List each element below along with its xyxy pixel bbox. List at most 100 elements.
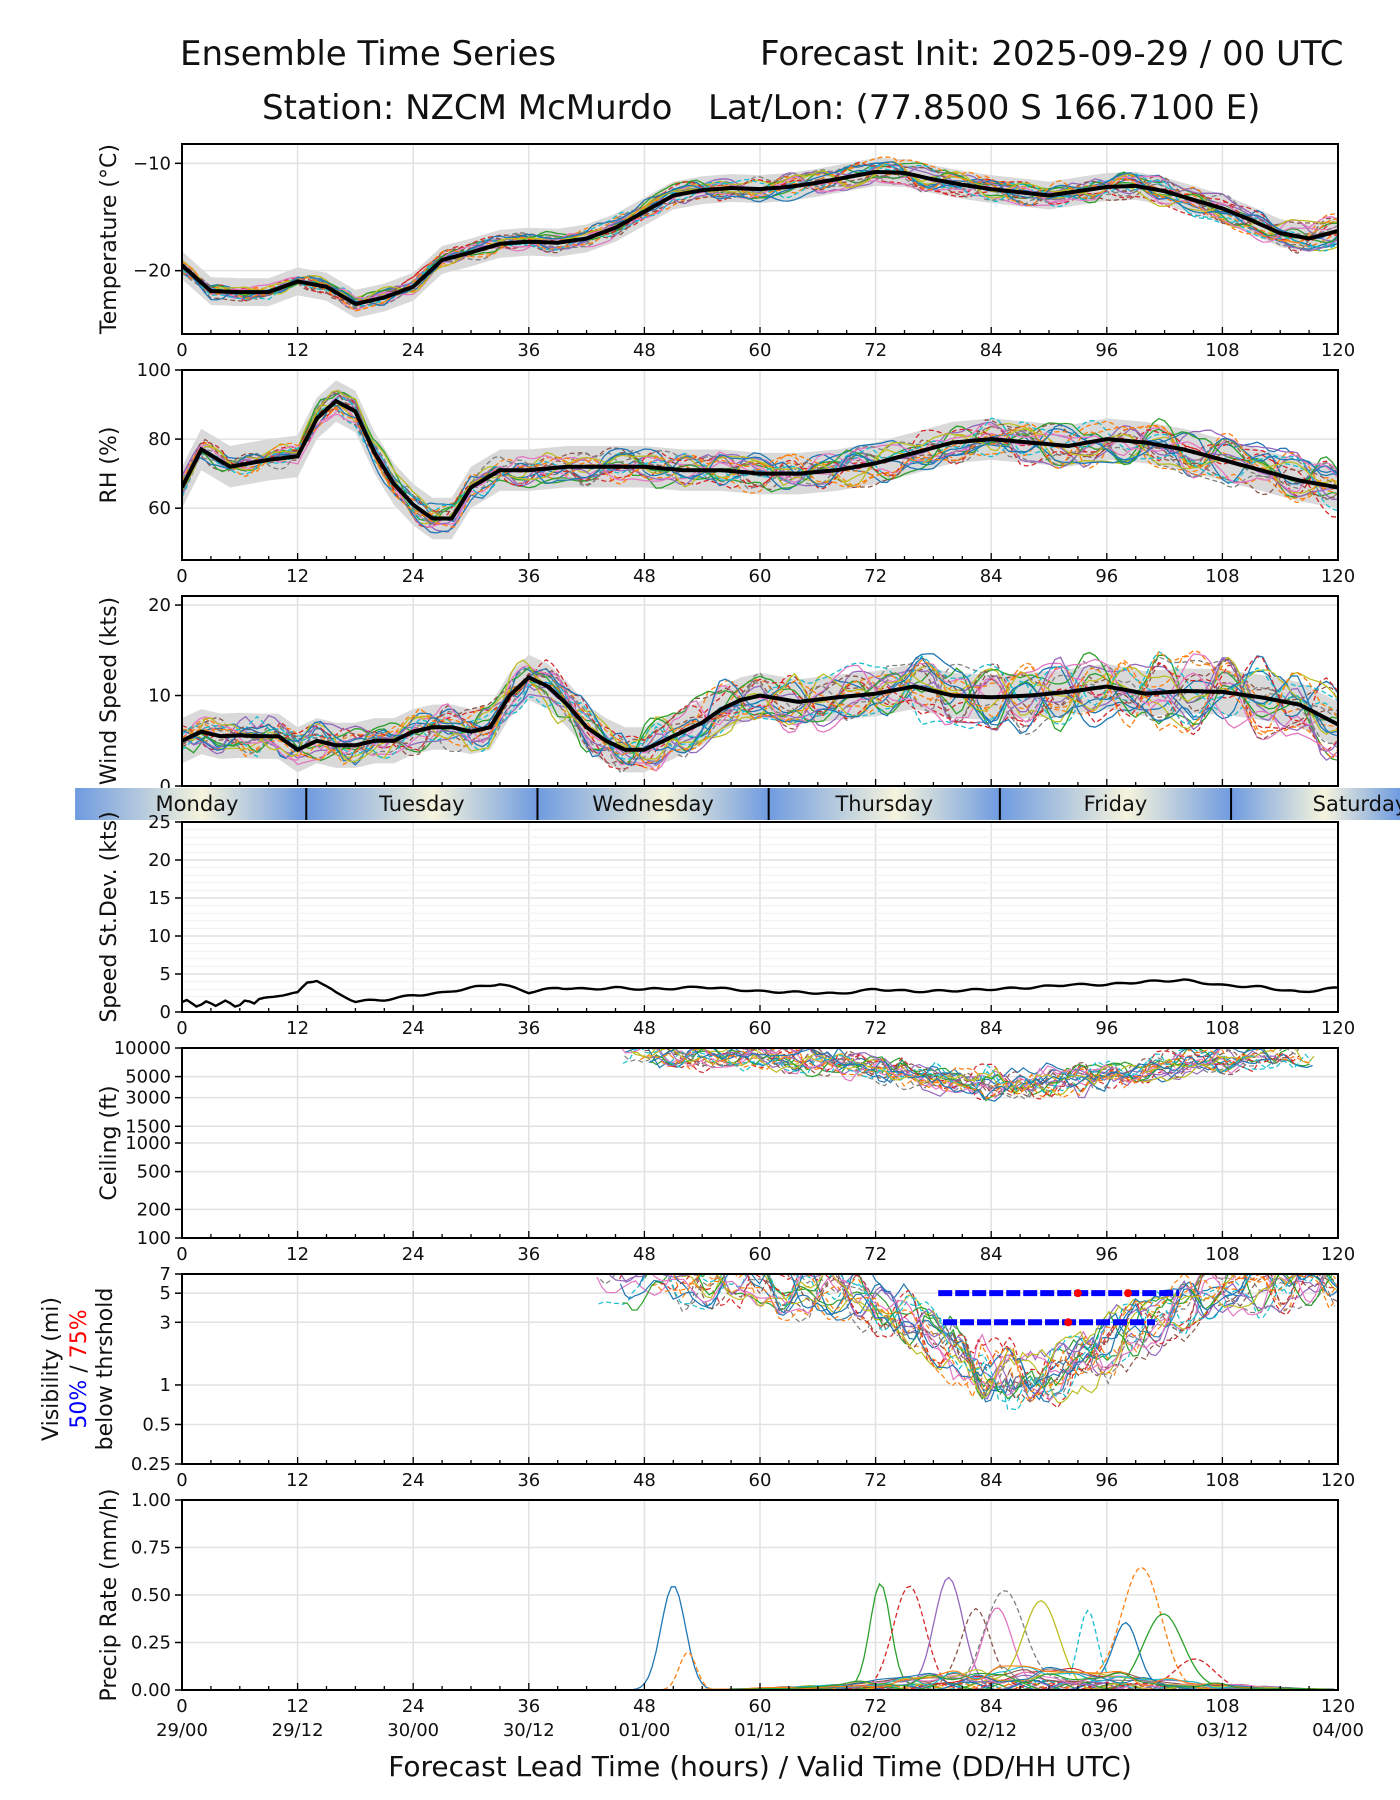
visibility-xtick-label: 0: [176, 1470, 187, 1491]
speed_sd-xtick-label: 24: [402, 1018, 425, 1039]
visibility-xtick-label: 48: [633, 1470, 656, 1491]
visibility-panel: 0.25 0.5 1 3 57 0 12 24 36 48 60 72 84 96 108 120 Visibi…: [39, 1264, 1355, 1491]
temperature-ytick-label: −20: [133, 261, 171, 282]
valid-time-label: 29/00: [156, 1720, 208, 1741]
wind-ytick-label: 20: [148, 595, 171, 616]
ceiling-ylabel: Ceiling (ft): [97, 1085, 122, 1200]
plot-canvas: −10−200 12 24 36 48 60 72 84 96 108 120Temperature…: [0, 0, 1400, 1800]
speed_sd-xtick-label: 72: [864, 1018, 887, 1039]
speed_sd-xtick-label: 0: [176, 1018, 187, 1039]
speed_sd-ylabel: Speed St.Dev. (kts): [97, 811, 122, 1022]
precip-xtick-label: 36: [517, 1696, 540, 1717]
valid-time-label: 29/12: [272, 1720, 324, 1741]
rh-xtick-label: 108: [1205, 566, 1239, 587]
speed_sd-xtick-label: 108: [1205, 1018, 1239, 1039]
ceiling-ytick-label: 500: [137, 1162, 171, 1183]
visibility-xtick-label: 108: [1205, 1470, 1239, 1491]
visibility-threshold-75-marker: [1064, 1318, 1072, 1326]
ensemble-chart-figure: Ensemble Time Series Forecast Init: 2025…: [0, 0, 1400, 1800]
speed_sd-xtick-label: 36: [517, 1018, 540, 1039]
rh-xtick-label: 48: [633, 566, 656, 587]
visibility-ytick-label: 3: [160, 1312, 171, 1333]
visibility-ylabel-percent: 50% / 75%: [67, 1309, 92, 1428]
visibility-xtick-label: 36: [517, 1470, 540, 1491]
rh-ylabel: RH (%): [97, 427, 122, 504]
rh-panel: 60 80 100 0 12 24 36 48 60 72 84 96 108 120 RH (%): [97, 360, 1355, 587]
speed_sd-xtick-label: 96: [1095, 1018, 1118, 1039]
ceiling-xtick-label: 72: [864, 1244, 887, 1265]
speed_sd-xtick-label: 48: [633, 1018, 656, 1039]
visibility-ylabel-pct75: 75%: [67, 1309, 92, 1358]
valid-time-label: 02/00: [850, 1720, 902, 1741]
ceiling-xtick-label: 24: [402, 1244, 425, 1265]
rh-xtick-label: 12: [286, 566, 309, 587]
visibility-ylabel-line2: below thrshold: [93, 1288, 118, 1451]
ceiling-ytick-label: 1500: [125, 1116, 171, 1137]
visibility-ytick-label: 1: [160, 1375, 171, 1396]
valid-time-label: 01/00: [618, 1720, 670, 1741]
speed_sd-ytick-label: 5: [160, 964, 171, 985]
precip-xtick-label: 48: [633, 1696, 656, 1717]
valid-time-label: 04/00: [1312, 1720, 1364, 1741]
speed_sd-panel: 0 5 10 15 20 25 0 12 24 36 48 60 72 84 96 108 120 Speed S…: [97, 811, 1355, 1039]
temperature-xtick-label: 48: [633, 340, 656, 361]
day-label: Tuesday: [378, 792, 464, 816]
precip-panel: 0.00 0.25 0.50 0.75 1.00 0 12 24 36 48 60 72 84 96 108…: [97, 1489, 1364, 1741]
rh-xtick-label: 36: [517, 566, 540, 587]
temperature-ylabel: Temperature (°C): [97, 144, 122, 335]
x-axis-title: Forecast Lead Time (hours) / Valid Time …: [388, 1750, 1132, 1783]
precip-xtick-label: 96: [1095, 1696, 1118, 1717]
rh-xtick-label: 72: [864, 566, 887, 587]
ceiling-xtick-label: 120: [1321, 1244, 1355, 1265]
visibility-threshold-75-marker: [1124, 1289, 1132, 1297]
ceiling-ytick-label: 200: [137, 1199, 171, 1220]
visibility-ytick-label: 7: [160, 1264, 171, 1285]
rh-xtick-label: 0: [176, 566, 187, 587]
precip-ytick-label: 0.25: [131, 1633, 171, 1654]
ceiling-xtick-label: 12: [286, 1244, 309, 1265]
ceiling-xtick-label: 60: [749, 1244, 772, 1265]
rh-xtick-label: 60: [749, 566, 772, 587]
temperature-xtick-label: 96: [1095, 340, 1118, 361]
temperature-xtick-label: 24: [402, 340, 425, 361]
rh-xtick-label: 24: [402, 566, 425, 587]
valid-time-label: 03/12: [1196, 1720, 1248, 1741]
precip-ytick-label: 0.50: [131, 1585, 171, 1606]
ceiling-xtick-label: 0: [176, 1244, 187, 1265]
precip-xtick-label: 72: [864, 1696, 887, 1717]
precip-xtick-label: 60: [749, 1696, 772, 1717]
speed_sd-ytick-label: 20: [148, 850, 171, 871]
visibility-xtick-label: 12: [286, 1470, 309, 1491]
day-label: Saturday: [1313, 792, 1400, 816]
precip-xtick-label: 12: [286, 1696, 309, 1717]
day-label: Friday: [1084, 792, 1148, 816]
precip-ytick-label: 0.00: [131, 1680, 171, 1701]
rh-xtick-label: 84: [980, 566, 1003, 587]
day-label: Thursday: [834, 792, 933, 816]
rh-ytick-label: 60: [148, 498, 171, 519]
precip-xtick-label: 120: [1321, 1696, 1355, 1717]
ceiling-xtick-label: 84: [980, 1244, 1003, 1265]
visibility-ylabel-sep: /: [67, 1358, 92, 1379]
precip-xtick-label: 108: [1205, 1696, 1239, 1717]
temperature-xtick-label: 0: [176, 340, 187, 361]
precip-xtick-label: 0: [176, 1696, 187, 1717]
speed_sd-ytick-label: 10: [148, 926, 171, 947]
temperature-xtick-label: 84: [980, 340, 1003, 361]
wind-ylabel: Wind Speed (kts): [97, 597, 122, 785]
visibility-xtick-label: 96: [1095, 1470, 1118, 1491]
ceiling-xtick-label: 108: [1205, 1244, 1239, 1265]
rh-ytick-label: 100: [137, 360, 171, 381]
precip-xtick-label: 84: [980, 1696, 1003, 1717]
visibility-threshold-75-marker: [1074, 1289, 1082, 1297]
temperature-ytick-label: −10: [133, 153, 171, 174]
temperature-xtick-label: 120: [1321, 340, 1355, 361]
ceiling-ytick-label: 100: [137, 1228, 171, 1249]
speed_sd-xtick-label: 84: [980, 1018, 1003, 1039]
ceiling-ytick-label: 5000: [125, 1067, 171, 1088]
visibility-ylabel-pct50: 50%: [67, 1380, 92, 1429]
visibility-xtick-label: 60: [749, 1470, 772, 1491]
ceiling-xtick-label: 96: [1095, 1244, 1118, 1265]
ceiling-xtick-label: 36: [517, 1244, 540, 1265]
ceiling-ytick-label: 10000: [114, 1038, 171, 1059]
